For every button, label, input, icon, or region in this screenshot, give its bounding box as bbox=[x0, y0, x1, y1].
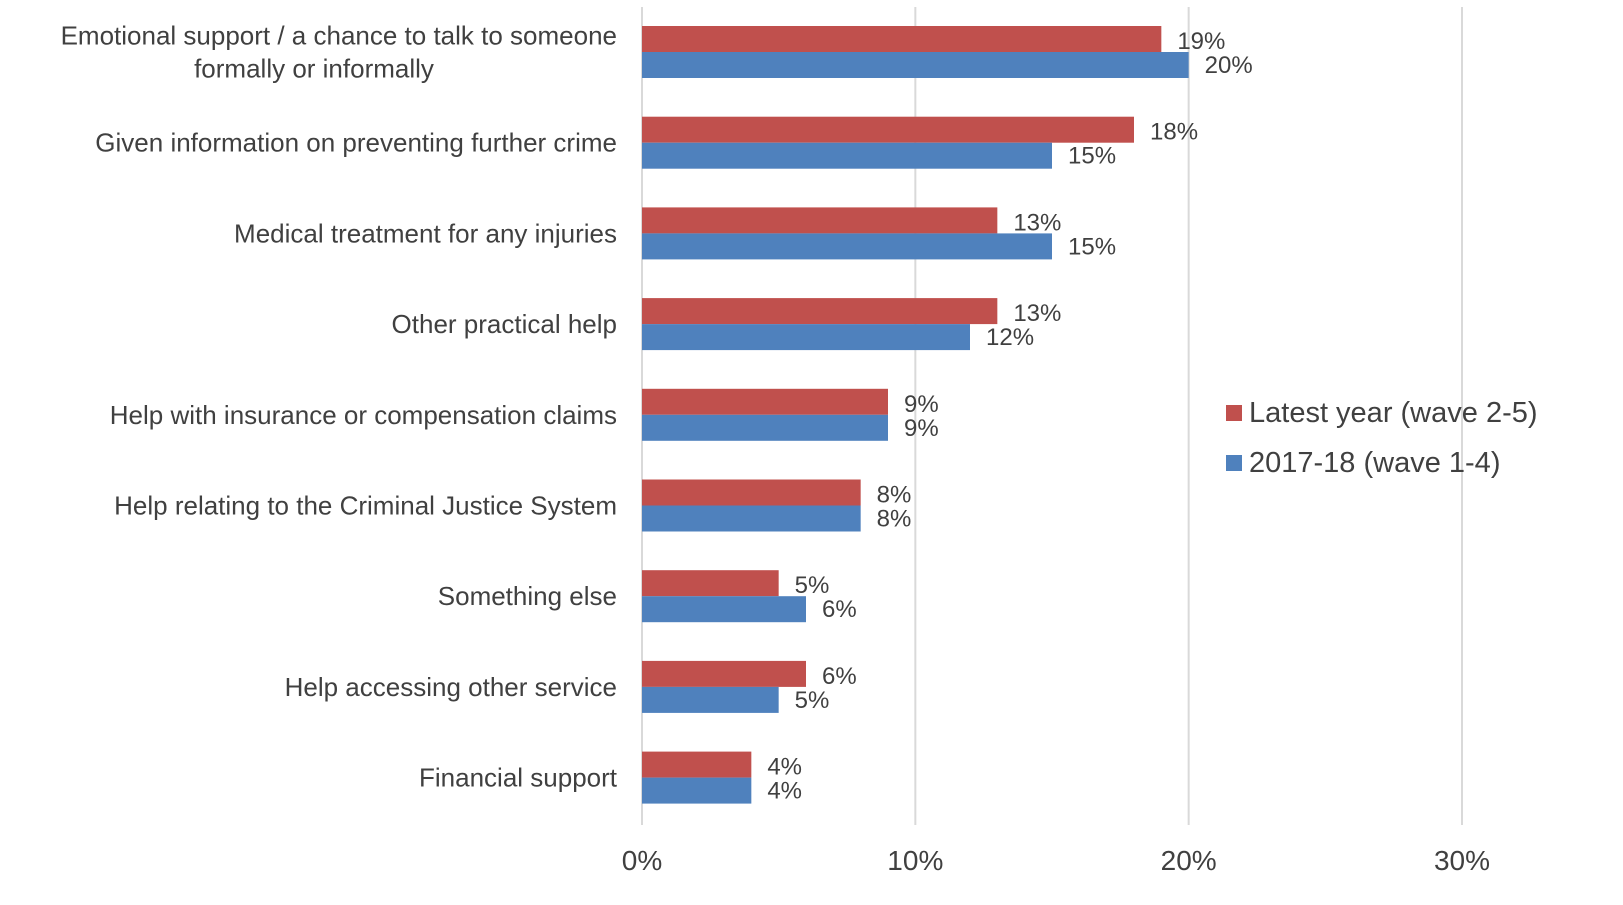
data-label: 13% bbox=[1013, 300, 1061, 327]
bar bbox=[642, 596, 806, 623]
data-label: 5% bbox=[795, 687, 830, 714]
data-label: 4% bbox=[767, 778, 802, 805]
x-tick-label: 30% bbox=[1434, 845, 1490, 876]
bar bbox=[642, 52, 1189, 78]
data-label: 13% bbox=[1013, 209, 1061, 236]
data-label: 5% bbox=[795, 572, 830, 599]
category-label: Help accessing other service bbox=[285, 672, 617, 702]
legend: Latest year (wave 2-5) 2017-18 (wave 1-4) bbox=[1226, 397, 1538, 479]
bar bbox=[642, 142, 1052, 169]
data-label: 9% bbox=[904, 415, 939, 442]
category-label: Given information on preventing further … bbox=[95, 128, 617, 158]
x-tick-label: 10% bbox=[887, 845, 943, 876]
bar bbox=[642, 324, 970, 351]
data-label: 15% bbox=[1068, 143, 1116, 170]
x-tick-label: 20% bbox=[1161, 845, 1217, 876]
bar bbox=[642, 233, 1052, 260]
category-label: Help relating to the Criminal Justice Sy… bbox=[114, 491, 617, 521]
data-labels: 19%20%18%15%13%15%13%12%9%9%8%8%5%6%6%5%… bbox=[767, 28, 1252, 805]
category-label: Help with insurance or compensation clai… bbox=[110, 400, 617, 430]
bar bbox=[642, 479, 861, 506]
category-label: Emotional support / a chance to talk to … bbox=[61, 21, 617, 51]
bars bbox=[642, 26, 1189, 804]
bar bbox=[642, 505, 861, 532]
bar bbox=[642, 207, 998, 234]
legend-label: Latest year (wave 2-5) bbox=[1249, 397, 1538, 429]
data-label: 20% bbox=[1205, 52, 1253, 79]
category-label: Other practical help bbox=[392, 309, 617, 339]
bar bbox=[642, 26, 1162, 52]
legend-swatch bbox=[1226, 455, 1242, 471]
data-label: 4% bbox=[767, 754, 802, 781]
data-label: 15% bbox=[1068, 233, 1116, 260]
bar bbox=[642, 777, 752, 804]
data-label: 9% bbox=[904, 391, 939, 418]
bar bbox=[642, 414, 888, 441]
category-labels: Emotional support / a chance to talk to … bbox=[61, 21, 618, 793]
data-label: 18% bbox=[1150, 119, 1198, 146]
category-label: Something else bbox=[438, 581, 617, 611]
x-tick-label: 0% bbox=[622, 845, 662, 876]
bar bbox=[642, 116, 1134, 143]
category-label: Medical treatment for any injuries bbox=[234, 218, 617, 248]
category-label: Financial support bbox=[419, 763, 618, 793]
bar bbox=[642, 660, 806, 687]
bar bbox=[642, 751, 752, 778]
x-tick-labels: 0% 10% 20% 30% bbox=[622, 845, 1490, 876]
bar bbox=[642, 388, 888, 415]
data-label: 8% bbox=[877, 482, 912, 509]
bar bbox=[642, 570, 779, 597]
data-label: 12% bbox=[986, 324, 1034, 351]
data-label: 19% bbox=[1177, 28, 1225, 55]
bar bbox=[642, 686, 779, 713]
category-label: formally or informally bbox=[194, 54, 434, 84]
legend-label: 2017-18 (wave 1-4) bbox=[1249, 447, 1500, 479]
bar bbox=[642, 298, 998, 325]
data-label: 6% bbox=[822, 596, 857, 623]
data-label: 8% bbox=[877, 506, 912, 533]
data-label: 6% bbox=[822, 663, 857, 690]
legend-swatch bbox=[1226, 405, 1242, 421]
